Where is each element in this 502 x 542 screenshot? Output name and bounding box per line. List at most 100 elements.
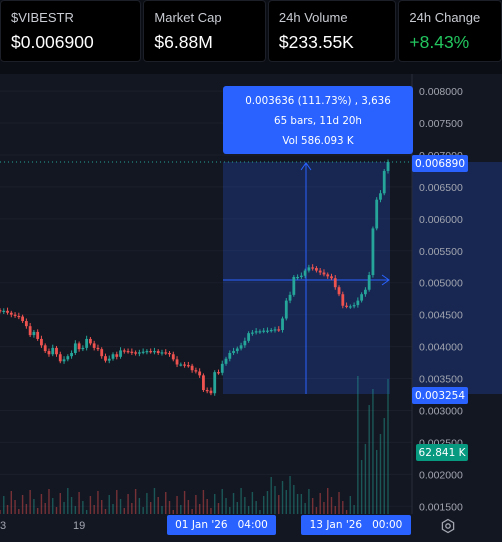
volume-bar xyxy=(262,496,265,514)
volume-bar xyxy=(157,497,159,514)
grid-lines xyxy=(0,90,412,507)
volume-bar xyxy=(149,502,152,514)
candle xyxy=(379,193,382,200)
price-tick: 0.002000 xyxy=(419,469,463,481)
price-tick: 0.006500 xyxy=(419,182,463,194)
volume-bar xyxy=(214,494,216,514)
candle xyxy=(81,347,85,350)
price-tick: 0.006000 xyxy=(419,214,463,226)
volume-bar xyxy=(52,498,54,514)
volume-bar xyxy=(108,495,110,514)
volume-bar xyxy=(44,503,46,514)
volume-bar xyxy=(334,506,336,514)
stat-label: 24h Change xyxy=(409,10,481,25)
candle xyxy=(348,306,352,308)
volume-bar xyxy=(319,493,321,514)
candle xyxy=(137,352,141,354)
candle xyxy=(277,329,281,331)
candle xyxy=(130,351,134,353)
measure-bars: 65 bars, 11d 20h xyxy=(274,115,362,127)
candle xyxy=(288,294,292,301)
volume-bar xyxy=(0,510,1,514)
volume-bar xyxy=(270,477,272,514)
candle xyxy=(269,329,273,332)
volume-bar xyxy=(293,485,295,514)
candle xyxy=(311,267,315,269)
volume-bar xyxy=(345,510,348,514)
price-chart[interactable]: 0.0080000.0075000.0070000.0065000.006000… xyxy=(0,74,502,542)
volume-bar xyxy=(14,500,16,514)
volume-bar xyxy=(93,505,95,514)
candle xyxy=(356,300,360,306)
volume-bar xyxy=(59,493,61,514)
price-tick: 0.005000 xyxy=(419,278,463,290)
volume-bar xyxy=(240,488,242,514)
candle xyxy=(281,318,284,330)
volume-bar xyxy=(29,490,31,514)
gear-icon[interactable] xyxy=(436,515,460,537)
candle xyxy=(175,359,179,365)
candle xyxy=(141,351,145,353)
volume-bar xyxy=(82,501,84,514)
volume-bar xyxy=(40,494,43,514)
volume-bar xyxy=(195,495,197,514)
measure-tooltip: 0.003636 (111.73%) , 3,636 65 bars, 11d … xyxy=(223,86,413,154)
volume-tag: 62.841 K xyxy=(416,444,468,461)
candle xyxy=(70,352,73,357)
stat-24h-volume: 24h Volume $233.55K xyxy=(267,0,397,62)
volume-bar xyxy=(338,492,340,514)
volume-bar xyxy=(229,507,231,514)
stat-market-cap: Market Cap $6.88M xyxy=(143,0,266,62)
measure-arrow-head-right xyxy=(381,274,390,286)
candle xyxy=(228,352,232,359)
chart-canvas[interactable]: 0.0080000.0075000.0070000.0065000.006000… xyxy=(0,74,502,542)
candle xyxy=(2,310,6,313)
price-tick: 0.004000 xyxy=(419,342,463,354)
range-start-tag: 01 Jan '26 04:00 xyxy=(167,515,276,535)
volume-bar xyxy=(123,508,126,514)
volume-bar xyxy=(89,496,92,514)
candle xyxy=(179,364,183,366)
volume-bar xyxy=(146,493,148,514)
price-tick: 0.004500 xyxy=(419,310,463,322)
candle xyxy=(371,228,375,276)
candle xyxy=(164,352,168,354)
volume-bar xyxy=(281,481,284,514)
volume-bar xyxy=(191,509,193,514)
stat-value: $233.55K xyxy=(278,32,354,52)
stats-bar: $VIBESTR $0.006900 Market Cap $6.88M 24h… xyxy=(0,0,502,64)
candle xyxy=(47,351,51,355)
volume-bar xyxy=(187,500,190,514)
volume-bar xyxy=(183,491,186,514)
candle xyxy=(168,352,171,355)
volume-bar xyxy=(375,450,378,514)
candle xyxy=(333,278,337,288)
volume-bar xyxy=(104,509,107,514)
candle xyxy=(149,351,153,353)
candle xyxy=(232,351,235,353)
volume-bar xyxy=(55,507,58,514)
candle xyxy=(55,347,58,355)
volume-bar xyxy=(300,494,303,514)
measure-arrow-head-up xyxy=(300,162,312,171)
volume-bar xyxy=(176,496,178,514)
candle xyxy=(104,356,107,361)
candle xyxy=(89,338,92,344)
stat-24h-change: 24h Change +8.43% xyxy=(398,0,502,62)
candle xyxy=(9,312,13,315)
volume-bar xyxy=(168,501,171,514)
candle xyxy=(24,321,28,327)
volume-bar xyxy=(36,508,39,514)
candle xyxy=(352,305,356,307)
volume-bar xyxy=(255,501,257,514)
candle xyxy=(205,390,209,392)
range-end-tag: 13 Jan '26 00:00 xyxy=(301,515,411,535)
candle xyxy=(66,356,70,360)
volume-bar xyxy=(206,499,208,514)
candle xyxy=(198,371,202,376)
volume-bar xyxy=(330,497,333,514)
candle xyxy=(360,294,364,301)
candle xyxy=(284,300,288,319)
volume-bar xyxy=(387,379,389,514)
volume-bar xyxy=(180,505,182,514)
